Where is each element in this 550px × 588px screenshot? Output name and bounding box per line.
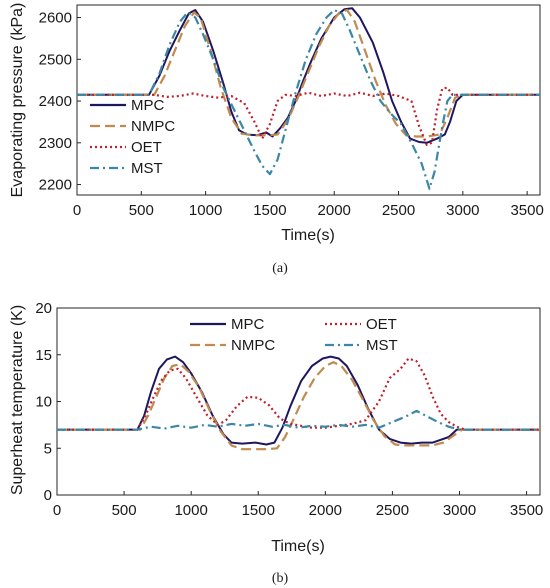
x-tick-label: 0: [73, 202, 81, 219]
y-tick-label: 20: [35, 300, 52, 317]
legend-label-mst: MST: [366, 337, 398, 354]
x-tick-label: 3500: [510, 202, 543, 219]
y-tick-label: 15: [35, 347, 52, 364]
y-tick-label: 5: [44, 440, 52, 457]
y-tick-label: 2200: [39, 177, 72, 194]
y-tick-label: 2600: [39, 10, 72, 27]
x-tick-label: 500: [129, 202, 154, 219]
panel-caption-b: (b): [272, 571, 289, 586]
legend-label-mpc: MPC: [231, 316, 265, 333]
y-tick-label: 2300: [39, 135, 72, 152]
legend-label-oet: OET: [131, 139, 162, 156]
series-line-nmpc: [77, 8, 540, 138]
plot-series-a: [77, 7, 540, 190]
x-tick-label: 3000: [446, 202, 479, 219]
legend-label-mst: MST: [131, 160, 163, 177]
x-tick-label: 1500: [242, 502, 275, 519]
panel-a: 0 500 1000 1500 2000 2500 3000 3500 2200 2300 240…: [9, 3, 544, 276]
panel-caption-a: (a): [272, 261, 288, 276]
legend-a: MPC NMPC OET MST: [90, 97, 175, 177]
series-line-mpc: [57, 355, 540, 446]
legend-label-oet: OET: [366, 316, 397, 333]
x-ticks-b: 0 500 1000 1500 2000 2500 3000 3500: [53, 491, 543, 519]
plot-area-a: [76, 4, 541, 196]
x-tick-label: 2000: [318, 202, 351, 219]
legend-label-nmpc: NMPC: [231, 337, 275, 354]
series-line-nmpc: [57, 361, 540, 451]
x-axis-label-b: Time(s): [271, 538, 325, 555]
legend-b: MPC OET NMPC MST: [190, 316, 398, 354]
legend-label-mpc: MPC: [131, 97, 165, 114]
y-tick-label: 0: [44, 487, 52, 504]
x-tick-label: 1000: [189, 202, 222, 219]
plot-series-b: [57, 355, 540, 451]
x-tick-label: 3500: [510, 502, 543, 519]
series-line-mst: [77, 8, 540, 190]
legend-label-nmpc: NMPC: [131, 118, 175, 135]
plot-area-b: [56, 307, 541, 496]
series-line-mst: [57, 409, 540, 431]
x-tick-label: 2500: [376, 502, 409, 519]
y-tick-label: 10: [35, 394, 52, 411]
x-tick-label: 3000: [443, 502, 476, 519]
x-ticks-a: 0 500 1000 1500 2000 2500 3000 3500: [73, 191, 544, 219]
x-tick-label: 0: [53, 502, 61, 519]
x-axis-label-a: Time(s): [281, 227, 335, 244]
y-tick-label: 2400: [39, 93, 72, 110]
y-ticks-a: 2200 2300 2400 2500 2600: [39, 10, 81, 194]
x-tick-label: 500: [112, 502, 137, 519]
panel-b: 0 500 1000 1500 2000 2500 3000 3500 0 5 10 15 20 Ti…: [9, 300, 543, 586]
x-tick-label: 1500: [253, 202, 286, 219]
series-line-oet: [57, 357, 540, 431]
series-line-mpc: [77, 7, 540, 144]
series-line-oet: [77, 86, 540, 146]
x-tick-label: 2500: [382, 202, 415, 219]
y-tick-label: 2500: [39, 51, 72, 68]
y-ticks-b: 0 5 10 15 20: [35, 300, 61, 504]
y-axis-label-b: Superheat temperature (K): [9, 305, 26, 495]
y-axis-label-a: Evaporating pressure (kPa): [9, 3, 26, 198]
x-tick-label: 1000: [174, 502, 207, 519]
x-tick-label: 2000: [309, 502, 342, 519]
